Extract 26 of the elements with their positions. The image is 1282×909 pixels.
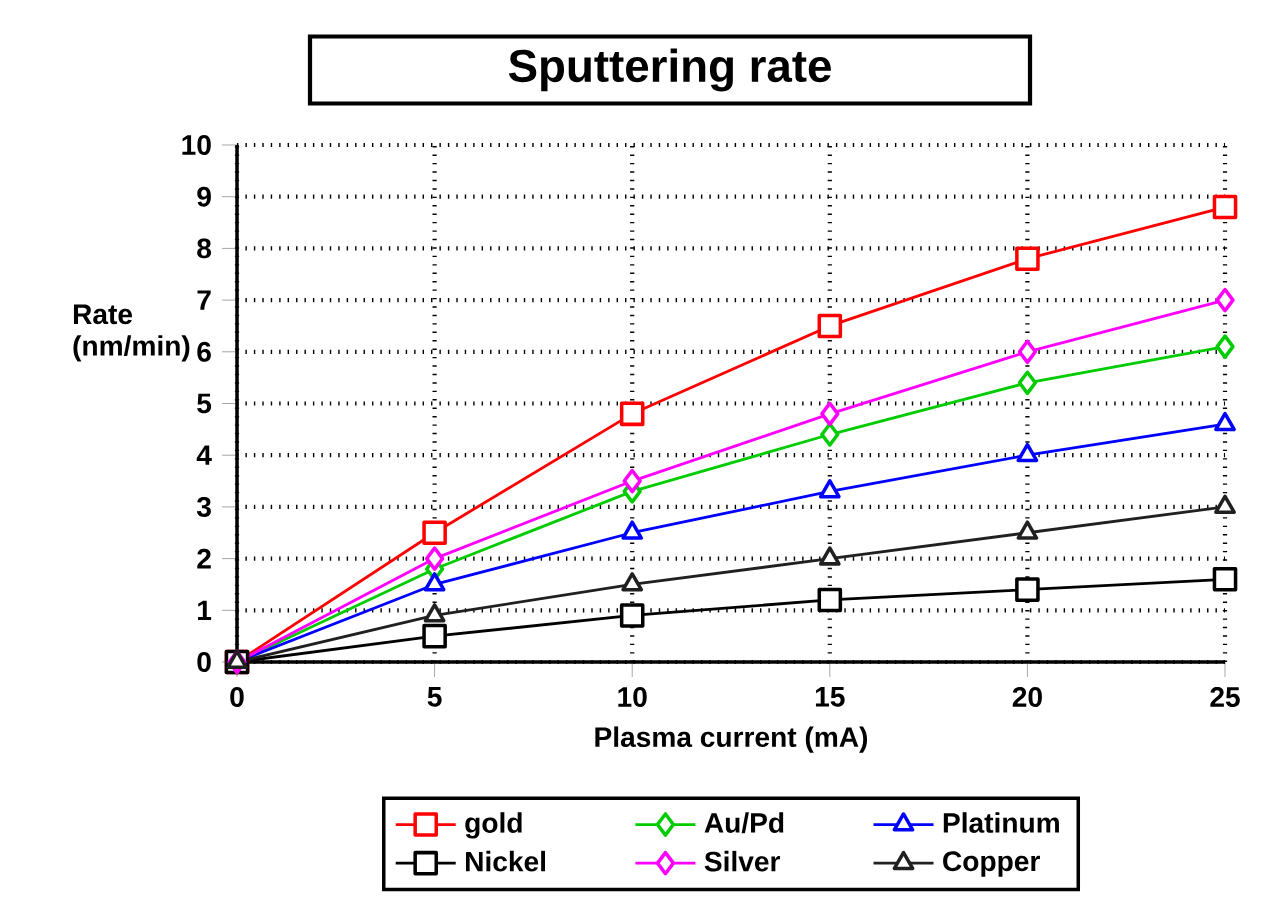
legend-label: Platinum <box>943 812 1059 833</box>
x-tick-label: 5 <box>427 687 442 707</box>
y-tick-label: 2 <box>197 548 211 569</box>
x-tick-label: 10 <box>618 687 647 707</box>
x-tick-label: 0 <box>230 687 244 707</box>
legend-label: Copper <box>943 851 1040 877</box>
y-tick-label: 10 <box>182 135 211 155</box>
x-tick-label: 20 <box>1012 687 1042 707</box>
chart-title: Sputtering rate <box>508 48 831 92</box>
x-tick-label: 15 <box>815 687 845 707</box>
y-tick-label: 1 <box>198 600 212 620</box>
legend-label: Nickel <box>466 850 546 872</box>
legend-label: Au/Pd <box>704 812 784 834</box>
y-axis-title: Rate (nm/min) <box>73 304 190 362</box>
y-tick-label: 6 <box>197 341 211 362</box>
x-tick-label: 25 <box>1210 687 1240 707</box>
legend-label: Silver <box>704 850 781 872</box>
y-tick-label: 4 <box>196 445 212 465</box>
y-tick-label: 8 <box>197 238 212 259</box>
x-axis-title: Plasma current (mA) <box>595 726 868 753</box>
y-tick-label: 0 <box>197 652 211 672</box>
y-tick-label: 3 <box>196 496 211 517</box>
y-tick-label: 5 <box>197 393 212 414</box>
y-tick-label: 7 <box>197 290 211 310</box>
y-tick-label: 9 <box>197 186 211 207</box>
legend-label: gold <box>465 812 522 839</box>
